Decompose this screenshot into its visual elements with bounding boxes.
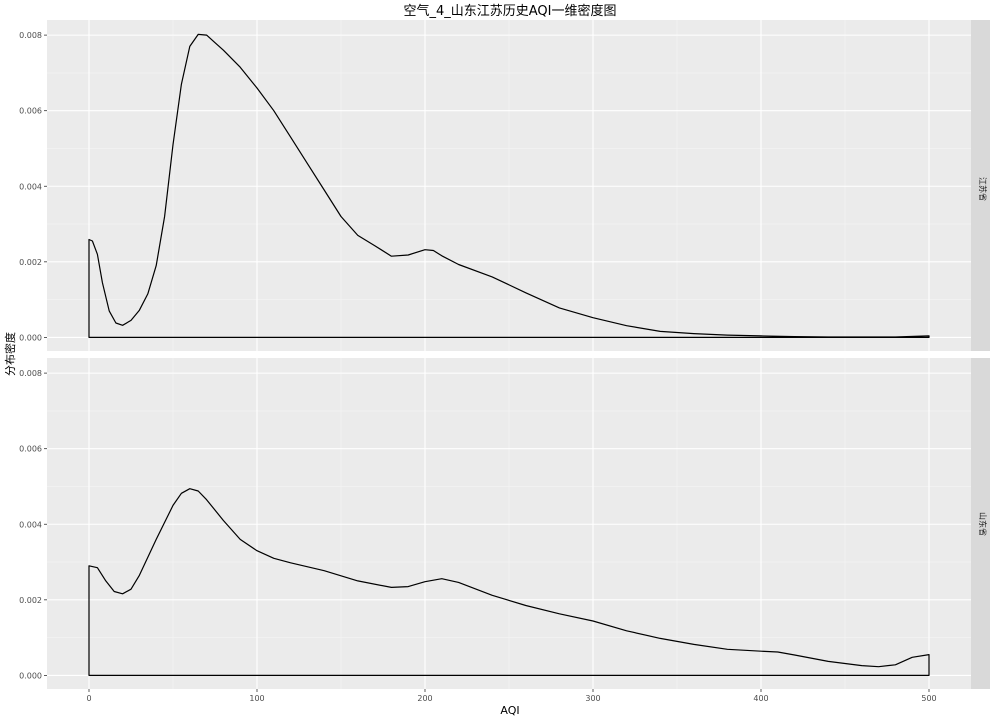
- y-axis-ticks-top: 0.000 0.002 0.004 0.006 0.008: [19, 31, 47, 342]
- y-tick-label: 0.002: [19, 596, 42, 605]
- facet-panel-shandong: 山东省 0.000 0.002 0.004 0.006 0.008: [19, 358, 990, 689]
- facet-panel-jiangsu: 江苏省 0.000 0.002 0.004 0.006 0.008: [19, 20, 990, 351]
- y-tick-label: 0.004: [19, 520, 42, 529]
- facet-strip-label-shandong: 山东省: [978, 512, 988, 536]
- x-tick-label: 400: [753, 694, 768, 703]
- panel-gridlines: [47, 20, 971, 351]
- x-tick-label: 300: [585, 694, 600, 703]
- y-axis-ticks-bottom: 0.000 0.002 0.004 0.006 0.008: [19, 369, 47, 680]
- facet-strip: [971, 20, 990, 351]
- y-tick-label: 0.004: [19, 182, 42, 191]
- y-tick-label: 0.000: [19, 671, 42, 680]
- y-tick-label: 0.006: [19, 107, 42, 116]
- density-line-shandong: [88, 488, 930, 676]
- y-tick-label: 0.002: [19, 258, 42, 267]
- y-tick-label: 0.006: [19, 445, 42, 454]
- x-axis-ticks: 0 100 200 300 400 500: [86, 689, 937, 703]
- y-tick-label: 0.000: [19, 333, 42, 342]
- density-line-jiangsu: [88, 33, 930, 338]
- y-tick-label: 0.008: [19, 369, 42, 378]
- x-tick-label: 100: [249, 694, 264, 703]
- y-axis-title: 分布密度: [3, 332, 17, 376]
- chart-title: 空气_4_山东江苏历史AQI一维密度图: [403, 3, 616, 19]
- facet-strip-label-jiangsu: 江苏省: [978, 177, 988, 201]
- x-tick-label: 200: [417, 694, 432, 703]
- y-tick-label: 0.008: [19, 31, 42, 40]
- x-tick-label: 0: [86, 694, 91, 703]
- x-tick-label: 500: [921, 694, 936, 703]
- x-axis-title: AQI: [500, 704, 519, 717]
- facet-strip: [971, 358, 990, 689]
